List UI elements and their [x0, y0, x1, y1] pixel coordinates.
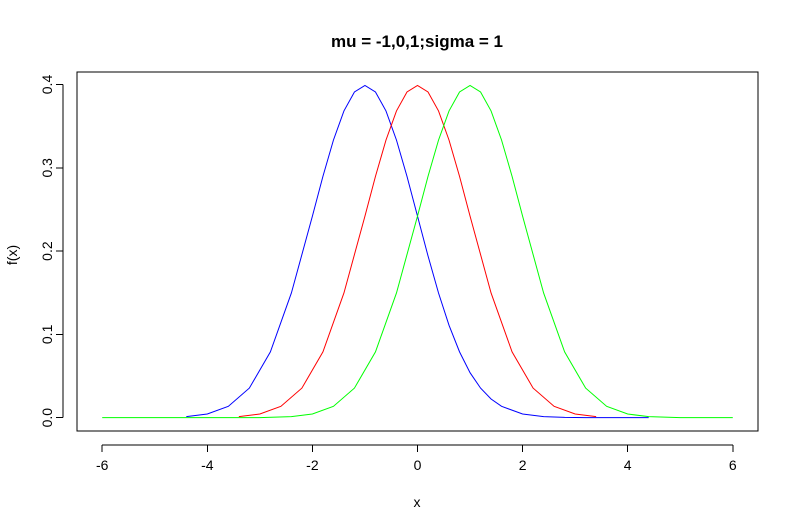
series-line-2	[238, 84, 597, 418]
y-tick-label: 0.1	[39, 324, 55, 344]
y-axis-label: f(x)	[4, 245, 20, 265]
y-axis: 0.0 0.1 0.2 0.3 0.4	[39, 75, 64, 428]
y-tick-label: 0.3	[39, 158, 55, 178]
x-tick-label: 4	[624, 457, 632, 473]
x-tick-label: -2	[306, 457, 319, 473]
x-tick-label: -4	[201, 457, 214, 473]
x-tick-label: 2	[519, 457, 527, 473]
y-tick-label: 0.2	[39, 241, 55, 261]
x-axis: -6 -4 -2 0 2 4 6	[96, 444, 737, 473]
series-line-3	[102, 84, 733, 419]
series-line-1	[186, 84, 649, 419]
plot-frame	[76, 71, 759, 432]
x-tick-label: 0	[414, 457, 422, 473]
x-axis-label: x	[414, 494, 421, 510]
y-tick-label: 0.0	[39, 408, 55, 428]
y-tick-label: 0.4	[39, 75, 55, 95]
chart-title: mu = -1,0,1;sigma = 1	[331, 32, 503, 51]
series-layer	[102, 84, 733, 419]
x-tick-label: 6	[729, 457, 737, 473]
x-tick-label: -6	[96, 457, 109, 473]
